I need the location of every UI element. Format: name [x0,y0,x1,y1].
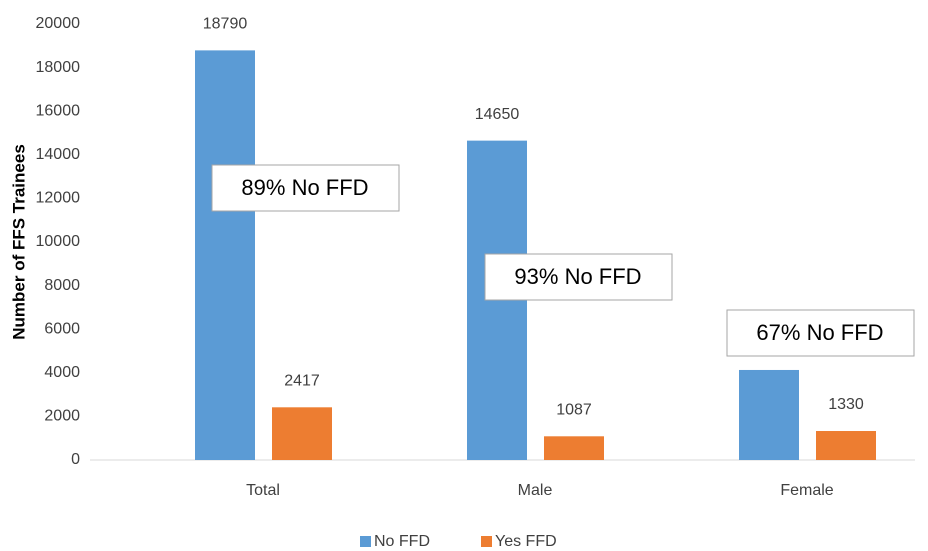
y-tick-label: 18000 [36,59,81,76]
bar [816,431,876,460]
x-tick-label: Male [518,482,553,499]
data-label: 14650 [475,106,520,123]
data-label: 1087 [556,402,592,419]
y-tick-label: 10000 [36,233,81,250]
bar [272,407,332,460]
bar [195,50,255,461]
data-label: 18790 [203,16,248,33]
y-tick-label: 12000 [36,190,81,207]
y-tick-label: 6000 [44,320,80,337]
y-tick-label: 4000 [44,364,80,381]
y-tick-label: 2000 [44,408,80,425]
x-tick-label: Female [780,482,833,499]
annotation: 89% No FFD [241,175,368,200]
data-label: 2417 [284,373,320,390]
y-tick-label: 14000 [36,146,81,163]
legend-label: No FFD [374,533,430,550]
bar [544,436,604,460]
annotation: 67% No FFD [756,320,883,345]
y-tick-label: 8000 [44,277,80,294]
annotation: 93% No FFD [514,264,641,289]
y-axis-label: Number of FFS Trainees [9,144,28,340]
y-tick-label: 0 [71,451,80,468]
annotation-box [211,164,400,212]
y-tick-label: 20000 [36,15,81,32]
y-tick-label: 16000 [36,102,81,119]
annotation-box [484,253,673,301]
legend-swatch [481,536,492,547]
data-label: 1330 [828,396,864,413]
legend-label: Yes FFD [495,533,557,550]
x-tick-label: Total [246,482,280,499]
annotation-box [726,309,915,357]
bar [739,369,799,460]
legend-swatch [360,536,371,547]
